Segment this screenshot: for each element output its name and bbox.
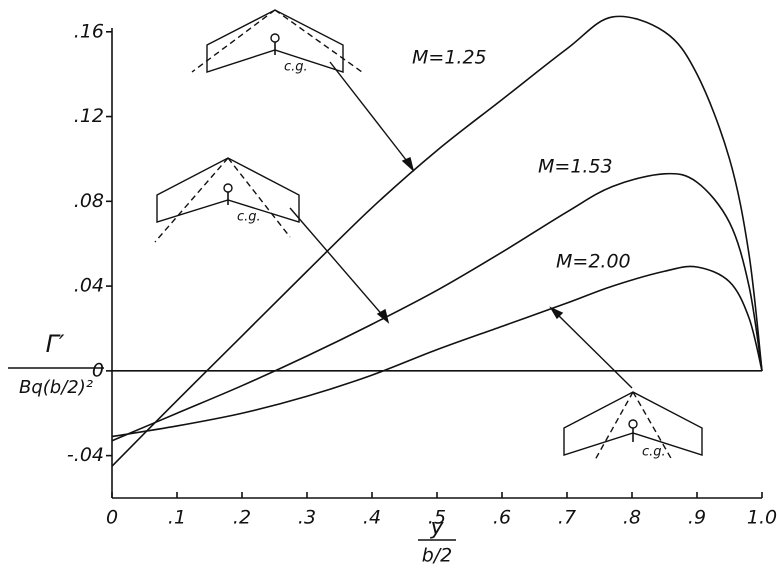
y-tick-label: .08: [74, 190, 104, 212]
x-tick-label: .5: [428, 507, 446, 529]
curve: [111, 15, 763, 467]
x-tick-label: .7: [558, 507, 576, 529]
y-tick-label: .04: [74, 275, 104, 297]
x-tick-label: 0: [106, 507, 118, 529]
cg-label: c.g.: [237, 210, 261, 225]
x-tick-label: .3: [298, 507, 316, 529]
wing-sketch: c.g.: [563, 391, 703, 461]
x-tick-label: .9: [688, 507, 706, 529]
wing-sketch: c.g.: [191, 9, 363, 75]
x-tick-label: .4: [363, 507, 381, 529]
wing-sketch: c.g.: [154, 157, 300, 243]
series-label: M=1.53: [538, 156, 613, 178]
curve: [111, 172, 763, 442]
curve: [111, 265, 763, 438]
y-label: Γ′: [46, 330, 65, 358]
cg-label: c.g.: [284, 60, 308, 75]
y-tick-label: -.04: [67, 444, 104, 466]
x-label: b/2: [422, 545, 453, 567]
y-tick-label: .16: [74, 20, 104, 42]
y-label: Bq(b/2)²: [19, 377, 93, 398]
y-tick-label: .12: [74, 105, 104, 127]
x-tick-label: .1: [168, 507, 186, 529]
series-label: M=2.00: [556, 251, 631, 273]
x-tick-label: .8: [623, 507, 641, 529]
x-tick-label: .6: [493, 507, 511, 529]
x-label: y: [429, 515, 444, 540]
x-tick-label: 1.0: [747, 507, 777, 529]
y-tick-label: 0: [92, 359, 104, 381]
arrows: [289, 61, 633, 389]
cg-label: c.g.: [642, 445, 666, 460]
series-label: M=1.25: [412, 47, 487, 69]
x-tick-label: .2: [233, 507, 251, 529]
